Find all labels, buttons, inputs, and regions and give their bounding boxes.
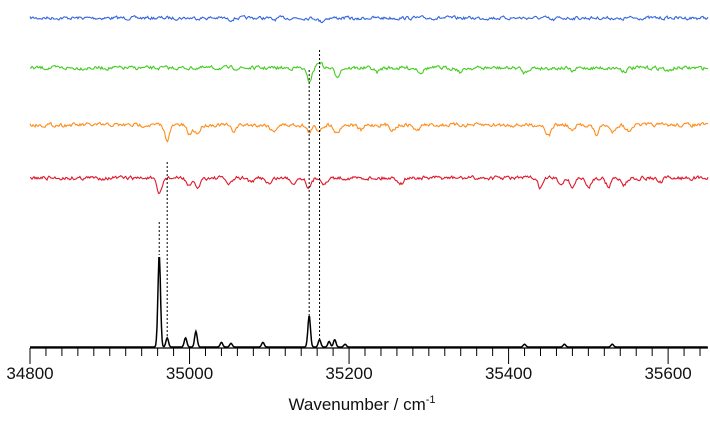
spectrum-trace-4 <box>29 174 709 195</box>
x-tick-label: 35200 <box>325 364 372 383</box>
x-tick-label: 35000 <box>166 364 213 383</box>
x-tick-label: 34800 <box>6 364 53 383</box>
x-axis-title: Wavenumber / cm-1 <box>288 394 435 414</box>
spectrum-trace-5 <box>30 257 708 348</box>
x-tick-label: 35400 <box>485 364 532 383</box>
spectrum-trace-1 <box>29 14 709 24</box>
spectrum-trace-3 <box>29 121 709 143</box>
x-axis-title-text: Wavenumber / cm <box>288 395 425 414</box>
x-tick-label: 35600 <box>644 364 691 383</box>
series-group <box>29 14 709 348</box>
x-axis: 34800 35000 35200 35400 35600 <box>6 347 708 383</box>
x-axis-title-superscript: -1 <box>426 394 436 406</box>
marker-group <box>158 50 321 340</box>
spectrum-trace-2 <box>29 61 708 83</box>
